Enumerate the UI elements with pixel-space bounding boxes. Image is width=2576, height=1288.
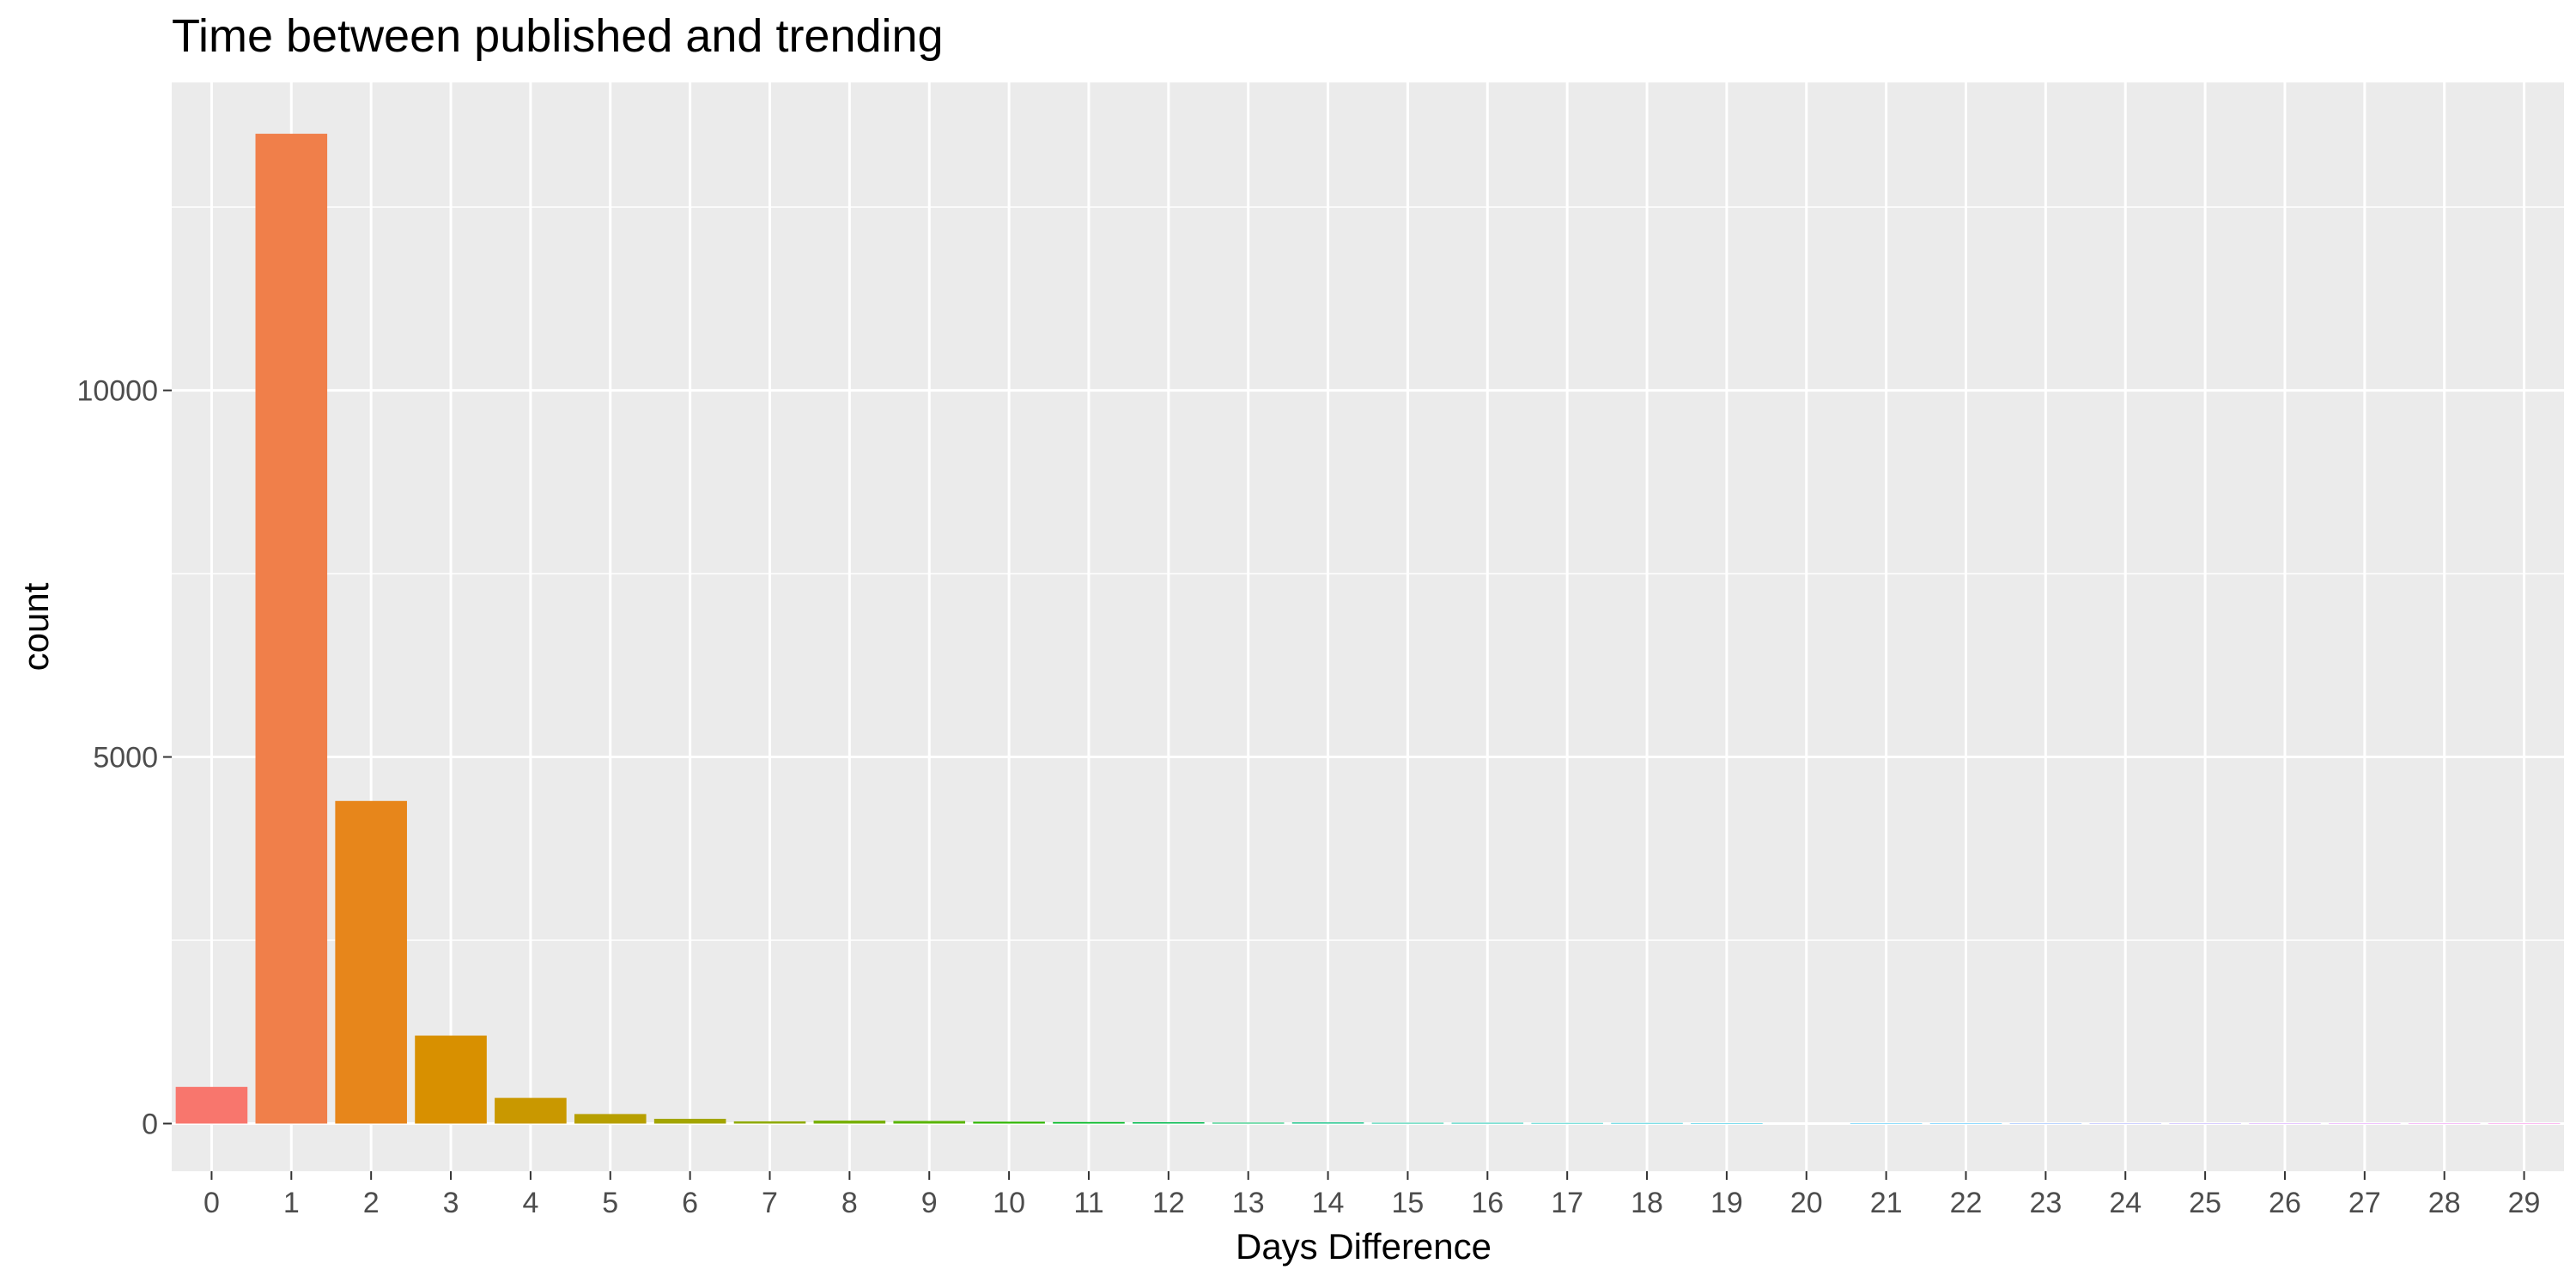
bar-1: [255, 133, 328, 1124]
x-tick-label: 19: [1710, 1187, 1743, 1219]
x-tick-label: 15: [1392, 1187, 1425, 1219]
x-tick-label: 18: [1631, 1187, 1663, 1219]
bar-4: [495, 1097, 567, 1124]
bars: [175, 133, 2561, 1124]
x-tick-label: 23: [2029, 1187, 2062, 1219]
bar-7: [733, 1121, 806, 1124]
bar-11: [1053, 1121, 1125, 1124]
x-tick-label: 7: [762, 1187, 778, 1219]
x-tick-label: 1: [283, 1187, 300, 1219]
x-tick-label: 5: [602, 1187, 618, 1219]
x-tick-label: 0: [204, 1187, 220, 1219]
bar-10: [973, 1121, 1045, 1124]
x-tick-label: 29: [2508, 1187, 2541, 1219]
bar-14: [1291, 1122, 1364, 1124]
bar-0: [175, 1086, 248, 1124]
bar-19: [1691, 1122, 1763, 1124]
x-tick-label: 27: [2348, 1187, 2381, 1219]
chart-title: Time between published and trending: [172, 10, 944, 62]
y-tick-label: 0: [142, 1108, 158, 1140]
x-tick-label: 4: [522, 1187, 538, 1219]
bar-15: [1371, 1122, 1444, 1124]
x-axis-title: Days Difference: [1236, 1226, 1492, 1267]
x-tick-label: 10: [993, 1187, 1025, 1219]
x-axis-ticks: 0 1 2 3 4 5 6 7 8 9 10 11 12 13 14 15 16 17 18 19 20 21 22 23 24…: [204, 1171, 2541, 1219]
bar-9: [893, 1121, 966, 1124]
x-tick-label: 8: [841, 1187, 858, 1219]
x-tick-label: 2: [363, 1187, 380, 1219]
bar-13: [1212, 1122, 1285, 1124]
x-tick-label: 14: [1312, 1187, 1345, 1219]
x-tick-label: 26: [2269, 1187, 2301, 1219]
bar-3: [415, 1036, 487, 1124]
x-tick-label: 21: [1870, 1187, 1903, 1219]
x-tick-label: 12: [1152, 1187, 1185, 1219]
minor-gridlines: [172, 206, 2564, 941]
major-gridlines: [172, 82, 2564, 1171]
bar-5: [574, 1114, 647, 1124]
bar-18: [1611, 1122, 1683, 1124]
x-tick-label: 17: [1551, 1187, 1583, 1219]
y-tick-label: 10000: [76, 375, 158, 408]
bar-8: [813, 1121, 886, 1124]
x-tick-label: 24: [2109, 1187, 2142, 1219]
plot-panel: [172, 82, 2564, 1171]
bar-17: [1531, 1122, 1603, 1124]
x-tick-label: 6: [682, 1187, 698, 1219]
bar-6: [653, 1118, 726, 1124]
x-tick-label: 25: [2189, 1187, 2221, 1219]
bar-12: [1133, 1121, 1205, 1124]
bar-16: [1451, 1122, 1524, 1124]
y-tick-label: 5000: [93, 742, 158, 775]
x-tick-label: 28: [2428, 1187, 2461, 1219]
x-tick-label: 16: [1471, 1187, 1504, 1219]
bar-2: [335, 800, 407, 1124]
x-tick-label: 11: [1073, 1187, 1103, 1219]
y-axis-ticks: 0 5000 10000: [76, 375, 172, 1140]
x-tick-label: 22: [1950, 1187, 1983, 1219]
x-tick-label: 20: [1790, 1187, 1823, 1219]
x-tick-label: 9: [921, 1187, 938, 1219]
x-tick-label: 3: [443, 1187, 459, 1219]
x-tick-label: 13: [1232, 1187, 1265, 1219]
y-axis-title: count: [15, 582, 56, 671]
